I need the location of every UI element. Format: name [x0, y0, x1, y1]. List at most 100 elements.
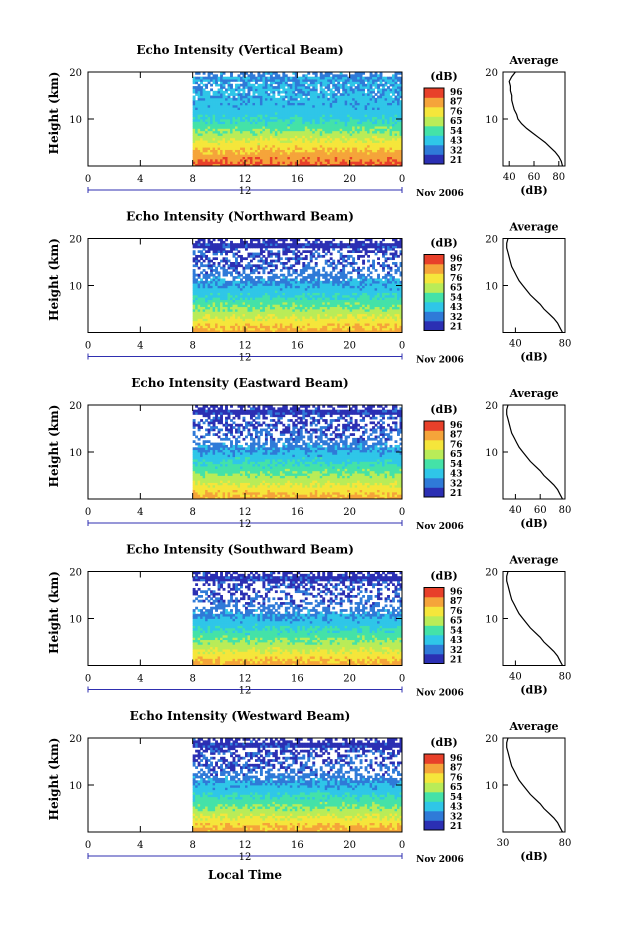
heatmap-cell	[227, 128, 231, 132]
heatmap-cell	[294, 109, 298, 113]
heatmap-cell	[309, 297, 313, 300]
heatmap-cell	[225, 252, 228, 256]
heatmap-cell	[324, 111, 328, 115]
heatmap-cell	[357, 142, 361, 146]
heatmap-cell	[397, 116, 400, 120]
heatmap-cell	[225, 107, 228, 110]
heatmap-cell	[372, 156, 375, 160]
heatmap-cell	[379, 104, 383, 108]
heatmap-cell	[197, 245, 201, 249]
heatmap-cell	[367, 107, 370, 110]
heatmap-cell	[389, 107, 393, 110]
heatmap-cell	[314, 144, 318, 148]
heatmap-cell	[397, 149, 400, 153]
heatmap-cell	[254, 304, 258, 308]
heatmap-cell	[279, 130, 283, 134]
heatmap-cell	[207, 144, 211, 148]
heatmap-cell	[327, 142, 331, 146]
heatmap-cell	[399, 109, 403, 113]
heatmap-cell	[195, 72, 199, 75]
heatmap-cell	[247, 290, 251, 293]
heatmap-cell	[302, 245, 306, 249]
heatmap-cell	[314, 114, 318, 118]
heatmap-cell	[267, 325, 271, 329]
heatmap-cell	[197, 273, 201, 277]
heatmap-cell	[292, 135, 296, 139]
heatmap-cell	[262, 130, 266, 134]
heatmap-cell	[264, 126, 268, 129]
heatmap-cell	[272, 88, 276, 92]
heatmap-cell	[287, 287, 291, 291]
heatmap-cell	[262, 111, 266, 115]
heatmap-cell	[277, 283, 281, 286]
heatmap-cell	[269, 119, 273, 122]
heatmap-cell	[225, 318, 228, 322]
heatmap-cell	[207, 292, 211, 296]
heatmap-cell	[267, 290, 271, 293]
heatmap-cell	[392, 111, 395, 115]
heatmap-cell	[312, 269, 316, 272]
heatmap-cell	[202, 79, 206, 82]
heatmap-cell	[242, 283, 246, 286]
heatmap-cell	[264, 316, 268, 319]
heatmap-cell	[217, 287, 221, 291]
heatmap-cell	[225, 280, 228, 284]
heatmap-cell	[302, 325, 306, 329]
heatmap-cell	[302, 104, 306, 108]
heatmap-cell	[240, 316, 243, 319]
heatmap-cell	[309, 325, 313, 329]
heatmap-cell	[287, 163, 291, 167]
heatmap-cell	[254, 292, 258, 296]
heatmap-cell	[202, 107, 206, 110]
heatmap-cell	[312, 313, 316, 317]
heatmap-cell	[302, 130, 306, 134]
heatmap-cell	[269, 278, 273, 282]
heatmap-cell	[372, 135, 375, 139]
heatmap-cell	[304, 269, 308, 272]
heatmap-cell	[264, 147, 268, 150]
heatmap-cell	[337, 114, 341, 118]
heatmap-cell	[282, 144, 286, 148]
heatmap-cell	[259, 90, 263, 94]
heatmap-cell	[337, 161, 341, 165]
heatmap-cell	[245, 154, 248, 157]
heatmap-cell	[304, 245, 308, 249]
heatmap-cell	[294, 262, 298, 265]
heatmap-cell	[274, 273, 278, 277]
heatmap-cell	[307, 97, 311, 101]
heatmap-cell	[215, 285, 218, 289]
heatmap-cell	[222, 320, 226, 324]
heatmap-cell	[269, 309, 273, 312]
heatmap-cell	[269, 114, 273, 118]
heatmap-cell	[384, 102, 388, 106]
heatmap-cell	[354, 163, 358, 167]
heatmap-cell	[202, 259, 206, 263]
heatmap-cell	[284, 306, 288, 310]
heatmap-cell	[249, 243, 253, 246]
heatmap-cell	[215, 104, 218, 108]
heatmap-cell	[314, 133, 318, 136]
heatmap-cell	[369, 119, 373, 122]
heatmap-cell	[269, 102, 273, 106]
heatmap-cell	[227, 245, 231, 249]
heatmap-cell	[267, 130, 271, 134]
heatmap-cell	[304, 114, 308, 118]
heatmap-cell	[237, 144, 241, 148]
heatmap-cell	[200, 126, 204, 129]
heatmap-cell	[217, 100, 221, 103]
heatmap-cell	[304, 316, 308, 319]
heatmap-cell	[284, 266, 288, 270]
heatmap-cell	[254, 116, 258, 120]
heatmap-cell	[299, 273, 303, 277]
heatmap-cell	[269, 254, 273, 258]
heatmap-cell	[304, 163, 308, 167]
heatmap-cell	[264, 154, 268, 157]
heatmap-cell	[207, 247, 211, 251]
heatmap-cell	[212, 90, 216, 94]
heatmap-cell	[247, 278, 251, 282]
heatmap-cell	[232, 266, 236, 270]
heatmap-cell	[249, 121, 253, 125]
heatmap-cell	[339, 109, 343, 113]
heatmap-cell	[382, 142, 385, 146]
heatmap-cell	[192, 273, 196, 277]
